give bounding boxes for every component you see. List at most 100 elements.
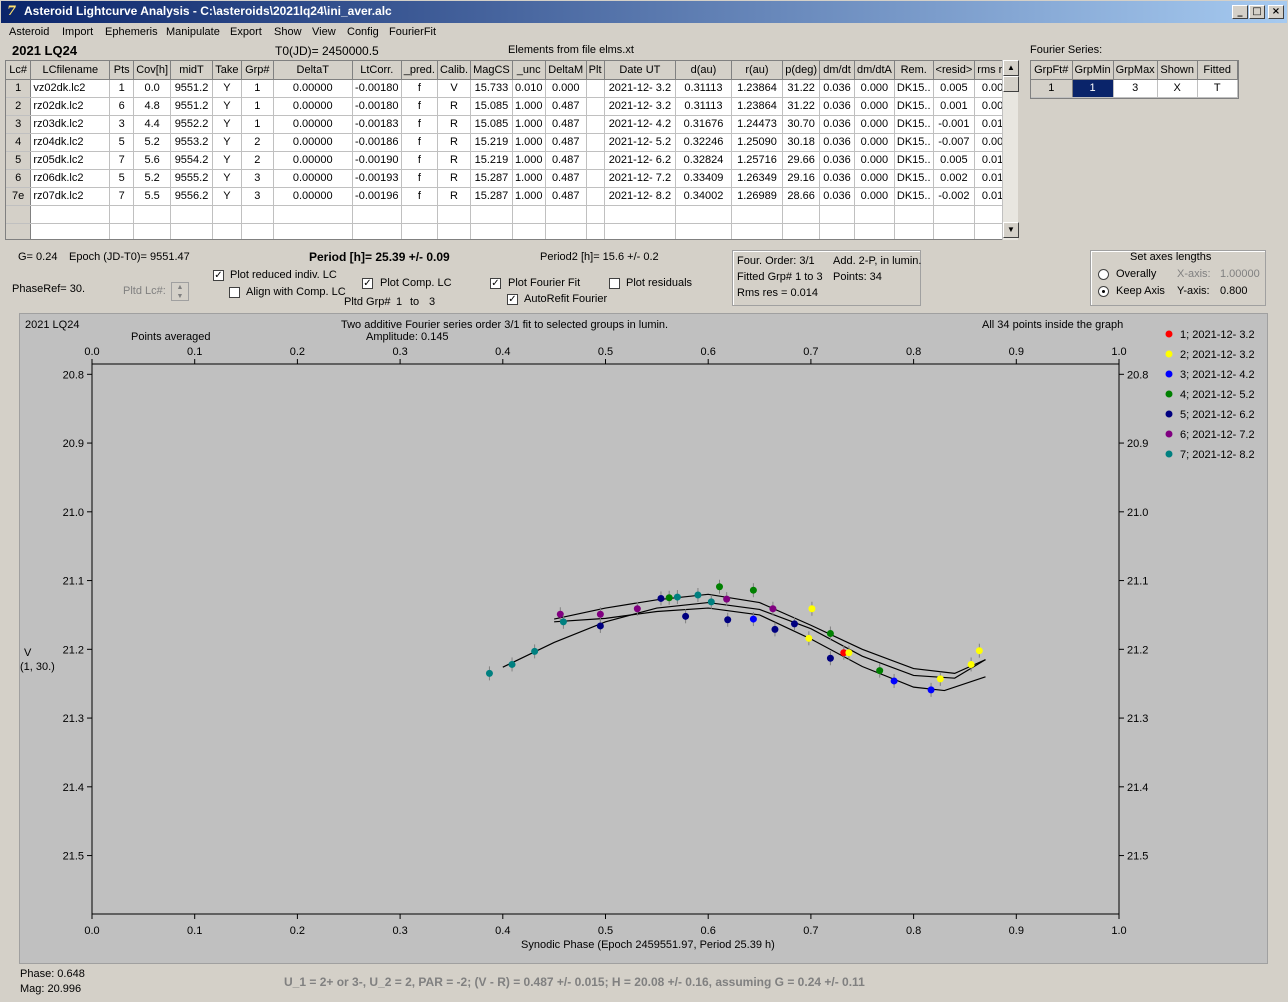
- table-cell[interactable]: [212, 205, 242, 224]
- align-comp-checkbox[interactable]: [229, 287, 240, 298]
- table-cell[interactable]: [30, 223, 111, 239]
- pltd-grp-from[interactable]: 1: [396, 296, 403, 308]
- table-cell[interactable]: 9551.2: [170, 79, 213, 98]
- fs-cell-fitted[interactable]: T: [1197, 79, 1238, 98]
- table-cell[interactable]: 1.000: [512, 133, 546, 152]
- table-cell[interactable]: -0.007: [933, 133, 976, 152]
- table-cell[interactable]: [819, 223, 855, 239]
- table-cell[interactable]: 9552.2: [170, 115, 213, 134]
- fs-cell-grpft[interactable]: 1: [1031, 79, 1073, 98]
- plot-residuals-checkbox[interactable]: [609, 278, 620, 289]
- menu-fourierfit[interactable]: FourierFit: [389, 26, 437, 38]
- table-cell[interactable]: 0.487: [545, 187, 587, 206]
- table-cell[interactable]: [586, 205, 605, 224]
- table-cell[interactable]: [586, 187, 605, 206]
- table-cell[interactable]: 29.66: [782, 151, 821, 170]
- table-cell[interactable]: -0.00180: [352, 79, 402, 98]
- table-cell[interactable]: [352, 205, 402, 224]
- table-cell[interactable]: [133, 205, 172, 224]
- table-cell[interactable]: [170, 223, 213, 239]
- xaxis-value[interactable]: 1.00000: [1220, 268, 1260, 280]
- table-cell[interactable]: [894, 205, 934, 224]
- table-cell[interactable]: 5.2: [133, 169, 172, 188]
- table-cell[interactable]: 0.000: [854, 115, 895, 134]
- scroll-thumb[interactable]: [1003, 76, 1019, 92]
- table-cell[interactable]: 0.00000: [273, 115, 353, 134]
- table-cell[interactable]: [470, 205, 513, 224]
- pltd-grp-to[interactable]: 3: [429, 296, 436, 308]
- menu-import[interactable]: Import: [62, 26, 94, 38]
- table-cell[interactable]: f: [401, 115, 438, 134]
- table-cell[interactable]: 1.000: [512, 115, 546, 134]
- column-header[interactable]: DeltaT: [273, 61, 353, 80]
- table-cell[interactable]: [731, 205, 784, 224]
- column-header[interactable]: LtCorr.: [352, 61, 402, 80]
- table-cell[interactable]: 0.036: [819, 169, 855, 188]
- table-cell[interactable]: 15.085: [470, 97, 513, 116]
- table-cell[interactable]: [894, 223, 934, 239]
- row-header[interactable]: 1: [6, 79, 32, 98]
- table-cell[interactable]: -0.00193: [352, 169, 402, 188]
- table-cell[interactable]: DK15..: [894, 79, 934, 98]
- table-cell[interactable]: f: [401, 97, 438, 116]
- menu-config[interactable]: Config: [347, 26, 379, 38]
- table-row[interactable]: 2 rz02dk.lc2 6 4.8 9551.2 Y 1 0.00000 -0.00180 f R…: [6, 97, 1017, 116]
- fs-cell-grpmax[interactable]: 3: [1113, 79, 1158, 98]
- table-cell[interactable]: 3: [241, 169, 274, 188]
- table-cell[interactable]: Y: [212, 97, 242, 116]
- table-cell[interactable]: DK15..: [894, 133, 934, 152]
- table-cell[interactable]: 0.487: [545, 133, 587, 152]
- table-cell[interactable]: 15.085: [470, 115, 513, 134]
- table-cell[interactable]: [241, 205, 274, 224]
- table-cell[interactable]: [782, 205, 821, 224]
- table-cell[interactable]: [604, 205, 677, 224]
- table-cell[interactable]: 30.70: [782, 115, 821, 134]
- table-cell[interactable]: 30.18: [782, 133, 821, 152]
- table-cell[interactable]: 0.000: [854, 187, 895, 206]
- table-cell[interactable]: R: [437, 133, 472, 152]
- table-cell[interactable]: [352, 223, 402, 239]
- table-row[interactable]: 1 vz02dk.lc2 1 0.0 9551.2 Y 1 0.00000 -0.00180 f V…: [6, 79, 1017, 98]
- table-cell[interactable]: [586, 97, 605, 116]
- table-cell[interactable]: [512, 223, 546, 239]
- table-cell[interactable]: 0.31113: [675, 97, 732, 116]
- table-cell[interactable]: [854, 223, 895, 239]
- table-cell[interactable]: 0.036: [819, 115, 855, 134]
- menu-show[interactable]: Show: [274, 26, 302, 38]
- table-cell[interactable]: 1.25716: [731, 151, 784, 170]
- table-cell[interactable]: 2021-12- 3.2: [604, 79, 677, 98]
- close-button[interactable]: ×: [1268, 5, 1284, 19]
- table-cell[interactable]: [109, 223, 135, 239]
- table-cell[interactable]: [933, 205, 976, 224]
- table-cell[interactable]: 4.4: [133, 115, 172, 134]
- table-cell[interactable]: 0.036: [819, 79, 855, 98]
- row-header[interactable]: [6, 205, 32, 224]
- table-row[interactable]: 7e rz07dk.lc2 7 5.5 9556.2 Y 3 0.00000 -0.00196 f…: [6, 187, 1017, 206]
- column-header[interactable]: Grp#: [241, 61, 274, 80]
- row-header[interactable]: 2: [6, 97, 32, 116]
- column-header[interactable]: dm/dtA: [854, 61, 895, 80]
- table-cell[interactable]: 0.005: [933, 79, 976, 98]
- column-header[interactable]: Take: [212, 61, 242, 80]
- table-cell[interactable]: [545, 205, 587, 224]
- lightcurve-table[interactable]: Lc# LCfilename Pts Cov[h] midT Take Grp# DeltaT…: [5, 60, 1018, 240]
- autorefit-checkbox[interactable]: ✓: [507, 294, 518, 305]
- table-cell[interactable]: 3: [241, 187, 274, 206]
- table-cell[interactable]: rz04dk.lc2: [30, 133, 111, 152]
- table-cell[interactable]: 2021-12- 3.2: [604, 97, 677, 116]
- table-cell[interactable]: 0.036: [819, 133, 855, 152]
- fourier-series-table[interactable]: GrpFt# GrpMin GrpMax Shown Fitted 1 1 3 …: [1030, 60, 1239, 99]
- table-cell[interactable]: 0.487: [545, 169, 587, 188]
- table-cell[interactable]: 2: [241, 151, 274, 170]
- menu-ephemeris[interactable]: Ephemeris: [105, 26, 158, 38]
- lightcurve-plot[interactable]: 0.0 0.0 0.1 0.1 0.2 0.2 0.3 0.3 0.4 0.4 0.5 0.5 0.6 0…: [19, 313, 1268, 964]
- table-cell[interactable]: [512, 205, 546, 224]
- table-cell[interactable]: 29.16: [782, 169, 821, 188]
- table-cell[interactable]: [273, 223, 353, 239]
- table-cell[interactable]: -0.001: [933, 115, 976, 134]
- table-cell[interactable]: R: [437, 169, 472, 188]
- menu-export[interactable]: Export: [230, 26, 262, 38]
- table-cell[interactable]: 1.26349: [731, 169, 784, 188]
- column-header[interactable]: Plt: [586, 61, 605, 80]
- column-header[interactable]: r(au): [731, 61, 784, 80]
